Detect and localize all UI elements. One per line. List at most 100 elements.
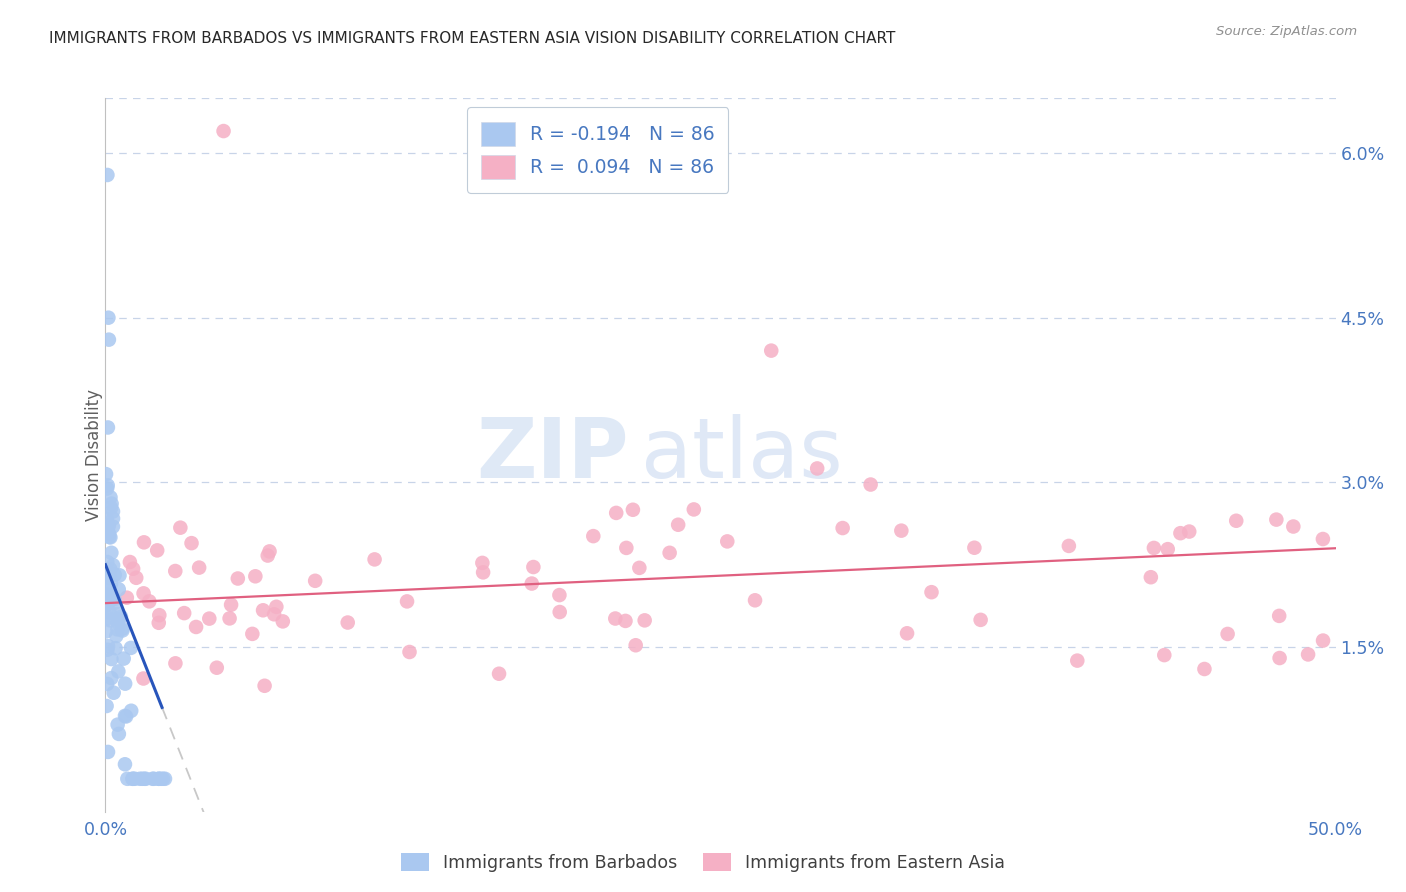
Point	[97, 310, 120, 325]
Point	[1194, 662, 1216, 676]
Point	[108, 727, 131, 741]
Point	[100, 577, 122, 591]
Point	[124, 772, 146, 786]
Point	[226, 572, 249, 586]
Point	[114, 676, 136, 690]
Point	[1282, 519, 1305, 533]
Point	[125, 571, 148, 585]
Point	[548, 588, 571, 602]
Point	[263, 607, 285, 622]
Point	[100, 652, 122, 666]
Point	[107, 717, 129, 731]
Point	[110, 609, 132, 624]
Point	[165, 564, 187, 578]
Point	[121, 772, 143, 786]
Point	[218, 611, 240, 625]
Point	[1057, 539, 1080, 553]
Point	[488, 666, 510, 681]
Point	[100, 671, 122, 685]
Point	[682, 502, 704, 516]
Point	[605, 506, 627, 520]
Point	[132, 672, 155, 686]
Point	[963, 541, 986, 555]
Point	[104, 596, 127, 610]
Point	[97, 745, 120, 759]
Point	[245, 569, 267, 583]
Point	[304, 574, 326, 588]
Point	[1153, 648, 1175, 662]
Point	[104, 567, 127, 582]
Point	[256, 549, 278, 563]
Text: IMMIGRANTS FROM BARBADOS VS IMMIGRANTS FROM EASTERN ASIA VISION DISABILITY CORRE: IMMIGRANTS FROM BARBADOS VS IMMIGRANTS F…	[49, 31, 896, 46]
Point	[1312, 633, 1334, 648]
Point	[173, 606, 195, 620]
Point	[614, 541, 637, 555]
Point	[148, 615, 170, 630]
Point	[96, 512, 118, 526]
Point	[97, 611, 120, 625]
Point	[103, 592, 125, 607]
Point	[266, 599, 288, 614]
Point	[169, 521, 191, 535]
Point	[98, 530, 121, 544]
Point	[108, 568, 131, 582]
Point	[180, 536, 202, 550]
Point	[135, 772, 157, 786]
Point	[101, 519, 124, 533]
Point	[624, 638, 647, 652]
Point	[97, 595, 120, 609]
Point	[859, 477, 882, 491]
Point	[104, 641, 127, 656]
Point	[97, 639, 120, 653]
Point	[98, 562, 121, 576]
Point	[522, 560, 544, 574]
Point	[115, 591, 138, 605]
Point	[107, 607, 129, 621]
Point	[271, 615, 294, 629]
Point	[98, 527, 121, 541]
Point	[1066, 654, 1088, 668]
Point	[103, 686, 125, 700]
Point	[336, 615, 359, 630]
Point	[97, 420, 120, 434]
Point	[969, 613, 991, 627]
Point	[1265, 513, 1288, 527]
Point	[120, 640, 142, 655]
Point	[1312, 532, 1334, 546]
Point	[363, 552, 385, 566]
Point	[101, 558, 124, 573]
Point	[148, 772, 170, 786]
Point	[134, 772, 156, 786]
Point	[148, 772, 170, 786]
Point	[96, 599, 118, 613]
Point	[96, 642, 118, 657]
Point	[165, 657, 187, 671]
Point	[111, 624, 134, 638]
Point	[252, 603, 274, 617]
Point	[761, 343, 783, 358]
Point	[100, 500, 122, 515]
Point	[94, 577, 117, 591]
Point	[744, 593, 766, 607]
Point	[240, 627, 263, 641]
Point	[896, 626, 918, 640]
Point	[100, 546, 122, 560]
Point	[666, 517, 689, 532]
Point	[150, 772, 173, 786]
Point	[114, 709, 136, 723]
Point	[614, 614, 637, 628]
Point	[1170, 526, 1192, 541]
Point	[471, 556, 494, 570]
Point	[122, 562, 145, 576]
Point	[111, 622, 134, 636]
Point	[1140, 570, 1163, 584]
Legend: R = -0.194   N = 86, R =  0.094   N = 86: R = -0.194 N = 86, R = 0.094 N = 86	[467, 108, 728, 194]
Point	[97, 588, 120, 602]
Point	[98, 605, 121, 619]
Point	[96, 590, 118, 604]
Point	[605, 611, 627, 625]
Point	[120, 704, 142, 718]
Point	[831, 521, 853, 535]
Point	[198, 612, 221, 626]
Point	[132, 586, 155, 600]
